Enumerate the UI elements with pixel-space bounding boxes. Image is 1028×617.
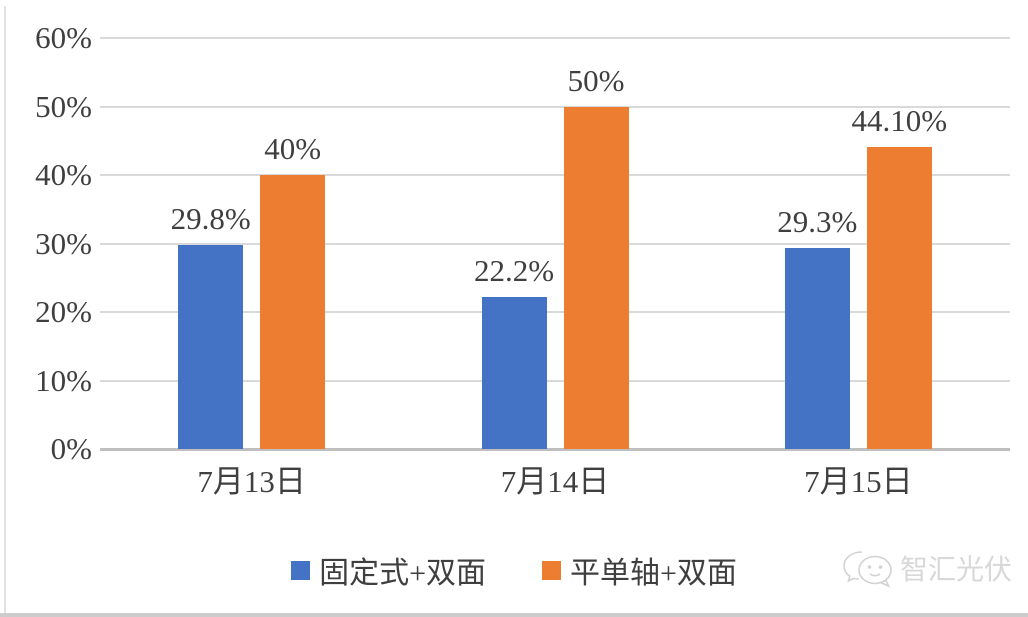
x-axis-category-label: 7月15日 [804, 464, 913, 499]
bar-blue-7月14日 [481, 296, 547, 449]
bar-blue-7月15日 [784, 248, 850, 449]
legend-swatch-icon [542, 560, 561, 580]
y-gridline [100, 37, 1010, 39]
y-axis-tick-label: 60% [35, 20, 92, 55]
x-axis-category-label: 7月14日 [500, 464, 610, 499]
legend-swatch-icon [291, 560, 311, 580]
bar-orange-7月15日 [866, 146, 932, 449]
legend-label: 固定式+双面 [319, 557, 486, 590]
bar-value-label: 50% [567, 62, 625, 98]
y-axis-tick-label: 0% [50, 431, 92, 466]
chart-legend: 固定式+双面 平单轴+双面 [0, 548, 1028, 592]
bar-value-label: 44.10% [851, 102, 948, 138]
wechat-logo-icon [843, 551, 892, 588]
legend-label: 平单轴+双面 [570, 557, 737, 590]
y-axis-tick-label: 50% [35, 88, 92, 124]
watermark: 智汇光伏 [842, 548, 1012, 588]
legend-item: 平单轴+双面 [542, 548, 737, 592]
bar-orange-7月14日 [563, 106, 629, 449]
bar-value-label: 29.3% [777, 204, 858, 240]
y-axis-tick-label: 40% [35, 157, 92, 192]
x-axis-category-label: 7月13日 [197, 464, 306, 499]
y-gridline [100, 379, 1010, 382]
bar-orange-7月13日 [260, 175, 326, 449]
y-gridline [100, 174, 1010, 176]
y-gridline [100, 242, 1010, 245]
left-edge-shadow [4, 6, 6, 617]
bottom-edge-shadow [0, 613, 1028, 617]
y-axis-tick-label: 20% [35, 294, 92, 329]
y-axis-tick-label: 10% [35, 362, 92, 398]
bar-blue-7月13日 [178, 244, 244, 449]
legend-item: 固定式+双面 [291, 548, 486, 592]
x-axis-line [100, 448, 1010, 451]
bar-value-label: 22.2% [473, 252, 555, 288]
bar-value-label: 29.8% [170, 200, 251, 236]
watermark-text: 智汇光伏 [899, 555, 1012, 586]
y-axis-tick-label: 30% [35, 225, 92, 261]
bar-value-label: 40% [264, 131, 322, 166]
y-gridline [100, 105, 1010, 108]
y-gridline [100, 311, 1010, 313]
